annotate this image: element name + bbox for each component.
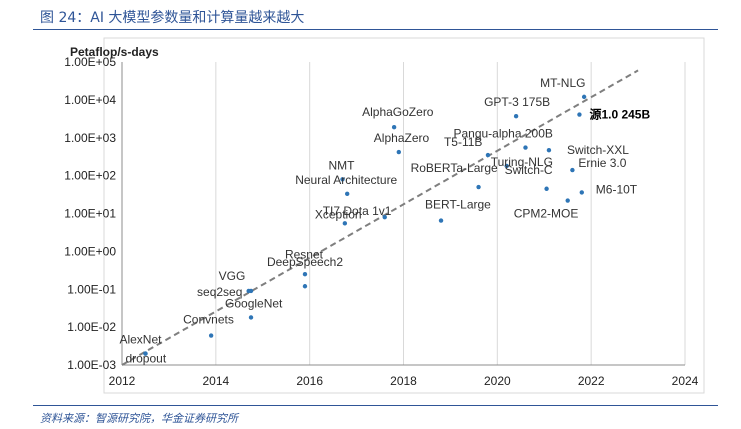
data-point: [248, 288, 254, 294]
data-point: [396, 149, 402, 155]
data-point: [577, 112, 582, 117]
data-point: [342, 221, 348, 226]
point-label: Ernie 3.0: [578, 156, 626, 170]
x-tick-label: 2014: [202, 374, 229, 388]
point-label: DeepSpeech2: [267, 255, 343, 269]
x-tick-label: 2012: [109, 374, 136, 388]
data-point: [302, 284, 308, 289]
x-tick-label: 2018: [390, 374, 417, 388]
data-point: [523, 145, 528, 150]
data-point: [544, 186, 549, 191]
point-label: Switch-C: [505, 163, 553, 177]
gridlines: [215, 62, 686, 365]
title-divider: [33, 29, 718, 30]
trend-line-group: [121, 69, 639, 366]
point-label: dropout: [125, 352, 166, 366]
data-point: [581, 94, 587, 100]
y-tick-label: 1.00E-01: [67, 282, 116, 296]
point-label: T5-11B: [444, 135, 482, 149]
axes: 2012 2014 2016 2018 2020 2022 2024 1.00E-03 1.00…: [64, 55, 698, 388]
data-point: [391, 124, 397, 130]
data-point: [302, 271, 308, 277]
point-label: Xception: [315, 207, 362, 221]
point-labels: AlexNet dropout Convnets VGG seq2seqGoogleNe…: [119, 76, 650, 366]
point-label: AlphaGoZero: [362, 105, 434, 119]
point-label: M6-10T: [596, 182, 638, 196]
point-label: BERT-Large: [425, 198, 491, 212]
x-tick-label: 2016: [296, 374, 323, 388]
data-points: [143, 94, 587, 356]
x-tick-label: 2020: [484, 374, 511, 388]
point-label: MT-NLG: [540, 76, 585, 90]
point-label: RoBERTa-Large: [411, 161, 498, 175]
y-axis-label: Petaflop/s-days: [70, 45, 159, 59]
data-point: [382, 214, 387, 220]
point-label: Neural Architecture: [295, 173, 397, 187]
point-label: AlexNet: [119, 333, 162, 347]
data-point: [345, 191, 350, 197]
y-tick-label: 1.00E+04: [64, 93, 116, 107]
y-tick-label: 1.00E+03: [64, 131, 116, 145]
x-tick-label: 2024: [672, 374, 699, 388]
y-tick-label: 1.00E+01: [64, 207, 116, 221]
point-label: TI7 Dota 1v1: [323, 204, 392, 218]
data-point: [438, 218, 444, 223]
point-label: Turing-NLG: [491, 155, 553, 169]
point-label: GoogleNet: [225, 296, 283, 310]
trend-line: [121, 69, 639, 366]
y-tick-label: 1.00E-03: [67, 358, 116, 372]
point-label: CPM2-MOE: [514, 207, 579, 221]
y-tick-label: 1.00E+00: [64, 244, 116, 258]
point-label: Convnets: [183, 313, 234, 327]
point-label: Switch-XXL: [567, 143, 629, 157]
point-label: seq2seq: [197, 285, 242, 299]
data-point: [579, 190, 584, 195]
data-point: [504, 163, 509, 169]
point-label: GPT-3 175B: [484, 95, 550, 109]
figure-title: 图 24：AI 大模型参数量和计算量越来越大: [40, 10, 305, 26]
data-point: [143, 351, 148, 356]
y-tick-label: 1.00E+05: [64, 55, 116, 69]
y-tick-label: 1.00E-02: [67, 320, 116, 334]
data-point: [546, 147, 552, 153]
source-divider: [33, 405, 718, 406]
x-tick-label: 2022: [578, 374, 605, 388]
data-point: [340, 177, 345, 182]
data-point: [485, 152, 491, 158]
plot-frame: [103, 37, 705, 394]
data-point: [565, 198, 570, 203]
data-point: [570, 167, 575, 173]
point-label: NMT: [329, 158, 356, 172]
data-point: [476, 184, 481, 190]
y-tick-label: 1.00E+02: [64, 169, 116, 183]
data-point: [248, 315, 254, 320]
data-point: [513, 114, 519, 119]
data-point: [208, 333, 214, 338]
source-note: 资料来源：智源研究院，华金证券研究所: [40, 412, 238, 425]
point-label: Pangu-alpha 200B: [453, 127, 552, 141]
point-label: VGG: [219, 269, 246, 283]
point-label: AlphaZero: [374, 131, 430, 145]
point-label: Resnet: [285, 247, 324, 261]
point-label: 源1.0 245B: [589, 107, 650, 122]
